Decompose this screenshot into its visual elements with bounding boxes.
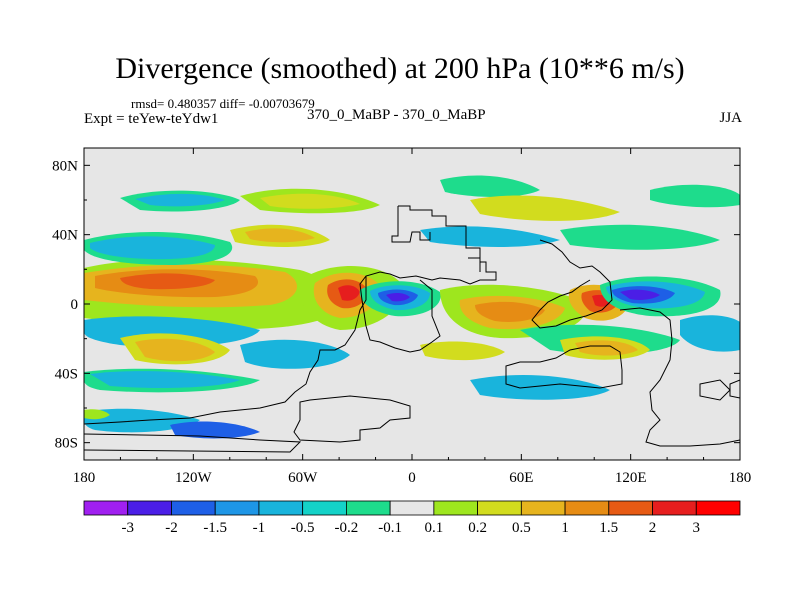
experiment-label: Expt = teYew-teYdw1 xyxy=(84,111,219,127)
colorbar-box xyxy=(258,500,304,516)
y-axis: 80N 40N 0 40S 80S xyxy=(52,158,740,452)
colorbar-label: -2 xyxy=(165,520,178,536)
y-tick-label: 0 xyxy=(71,297,79,313)
colorbar-box xyxy=(127,500,172,516)
coastlines xyxy=(83,205,741,453)
colorbar-box xyxy=(83,500,129,516)
colorbar-box xyxy=(695,500,741,516)
y-tick-label: 80S xyxy=(55,436,78,452)
colorbar-label: 1 xyxy=(561,520,569,536)
colorbar-box xyxy=(345,500,391,516)
colorbar-label: -0.5 xyxy=(291,520,315,536)
x-tick-label: 120E xyxy=(615,470,647,486)
colorbar-label: -0.1 xyxy=(378,520,402,536)
colorbar-box xyxy=(214,500,260,516)
chart-title: Divergence (smoothed) at 200 hPa (10**6 … xyxy=(115,52,685,85)
colorbar-box xyxy=(433,500,479,516)
colorbar-label: 3 xyxy=(693,520,701,536)
colorbar-label: -0.2 xyxy=(335,520,359,536)
colorbar-box xyxy=(564,500,610,516)
colorbar-box xyxy=(389,500,435,516)
colorbar-box xyxy=(302,500,347,516)
x-tick-label: 180 xyxy=(73,470,96,486)
colorbar: -3 -2 -1.5 -1 -0.5 -0.2 -0.1 0.1 0.2 0.5 1 1.5 2 3 xyxy=(83,500,741,536)
colorbar-box xyxy=(171,500,216,516)
season-label: JJA xyxy=(719,110,742,126)
colorbar-label: 0.2 xyxy=(468,520,487,536)
colorbar-box xyxy=(520,500,566,516)
colorbar-label: -1 xyxy=(253,520,266,536)
x-tick-label: 180 xyxy=(729,470,752,486)
colorbar-label: 0.1 xyxy=(424,520,443,536)
x-axis: 180 120W 60W 0 60E 120E 180 xyxy=(73,148,752,486)
x-tick-label: 0 xyxy=(408,470,416,486)
colorbar-label: 2 xyxy=(649,520,657,536)
y-tick-label: 40N xyxy=(52,228,78,244)
run-label: 370_0_MaBP - 370_0_MaBP xyxy=(307,107,486,123)
x-tick-label: 120W xyxy=(175,470,213,486)
x-tick-label: 60W xyxy=(288,470,318,486)
y-tick-label: 40S xyxy=(55,366,78,382)
stats-label: rmsd= 0.480357 diff= -0.00703679 xyxy=(131,96,315,111)
colorbar-label: 1.5 xyxy=(599,520,618,536)
colorbar-box xyxy=(652,500,697,516)
colorbar-box xyxy=(477,500,522,516)
x-tick-label: 60E xyxy=(509,470,533,486)
y-tick-label: 80N xyxy=(52,158,78,174)
colorbar-label: -3 xyxy=(121,520,134,536)
colorbar-box xyxy=(608,500,653,516)
contour-field xyxy=(84,175,740,439)
colorbar-label: 0.5 xyxy=(512,520,531,536)
colorbar-label: -1.5 xyxy=(203,520,227,536)
